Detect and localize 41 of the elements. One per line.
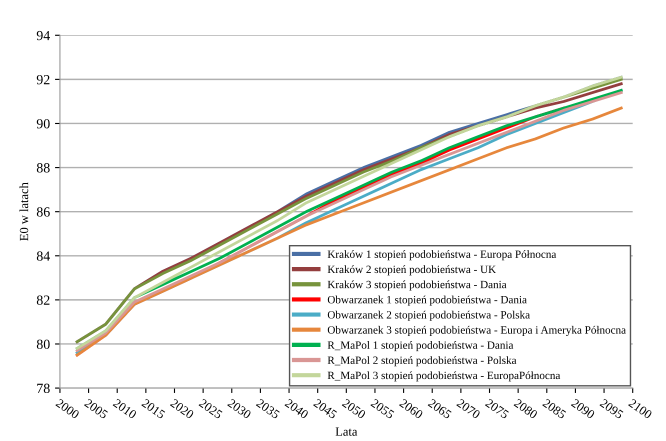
x-tick-label: 2035 <box>256 398 280 420</box>
legend-label: Obwarzanek 2 stopień podobieństwa - Polska <box>328 310 530 321</box>
x-tick-label: 2095 <box>599 398 624 420</box>
x-tick-label: 2025 <box>198 398 223 420</box>
x-tick-label: 2015 <box>141 398 166 420</box>
x-tick-label: 2060 <box>399 398 424 420</box>
x-tick-label: 2090 <box>570 398 596 420</box>
legend-label: Kraków 3 stopień podobieństwa - Dania <box>328 280 506 291</box>
x-tick-label: 2075 <box>484 398 510 420</box>
y-tick-label: 88 <box>36 163 50 173</box>
x-tick-label: 2005 <box>84 398 108 420</box>
x-tick-label: 2000 <box>55 398 80 420</box>
y-tick-label: 86 <box>36 207 50 217</box>
y-tick-label: 92 <box>36 75 50 84</box>
y-axis-title: E0 w latach <box>19 182 28 241</box>
x-tick-label: 2040 <box>284 398 309 420</box>
x-tick-label: 2030 <box>227 398 252 420</box>
y-tick-label: 84 <box>36 251 50 261</box>
legend-label: Kraków 1 stopień podobieństwa - Europa Północna <box>328 250 556 260</box>
x-tick-label: 2080 <box>514 398 538 420</box>
y-tick-label: 82 <box>36 295 50 305</box>
legend-label: R_MaPol 3 stopień podobieństwa - EuropaPółnocna <box>328 371 560 382</box>
x-tick-label: 2010 <box>112 398 138 420</box>
x-tick-label: 2070 <box>456 398 481 420</box>
y-tick-label: 78 <box>37 384 50 394</box>
legend-label: Obwarzanek 3 stopień podobieństwa - Europa i Ameryka Północna <box>328 326 626 336</box>
y-tick-label: 94 <box>36 30 50 40</box>
y-tick-label: 80 <box>36 340 50 349</box>
legend-label: R_MaPol 1 stopień podobieństwa - Dania <box>328 341 514 352</box>
x-tick-label: 2045 <box>313 398 338 420</box>
legend-label: Obwarzanek 1 stopień podobieństwa - Dania <box>328 296 527 306</box>
x-tick-label: 2100 <box>628 398 653 420</box>
legend-label: Kraków 2 stopień podobieństwa - UK <box>328 265 496 276</box>
x-tick-label: 2050 <box>342 398 366 420</box>
x-tick-label: 2055 <box>370 398 395 420</box>
x-tick-label: 2085 <box>542 398 567 420</box>
x-axis-title: Lata <box>336 427 358 436</box>
legend-label: R_MaPol 2 stopień podobieństwa - Polska <box>328 356 516 366</box>
x-tick-label: 2020 <box>170 398 194 420</box>
y-tick-label: 90 <box>36 119 50 128</box>
x-tick-label: 2065 <box>428 398 452 420</box>
